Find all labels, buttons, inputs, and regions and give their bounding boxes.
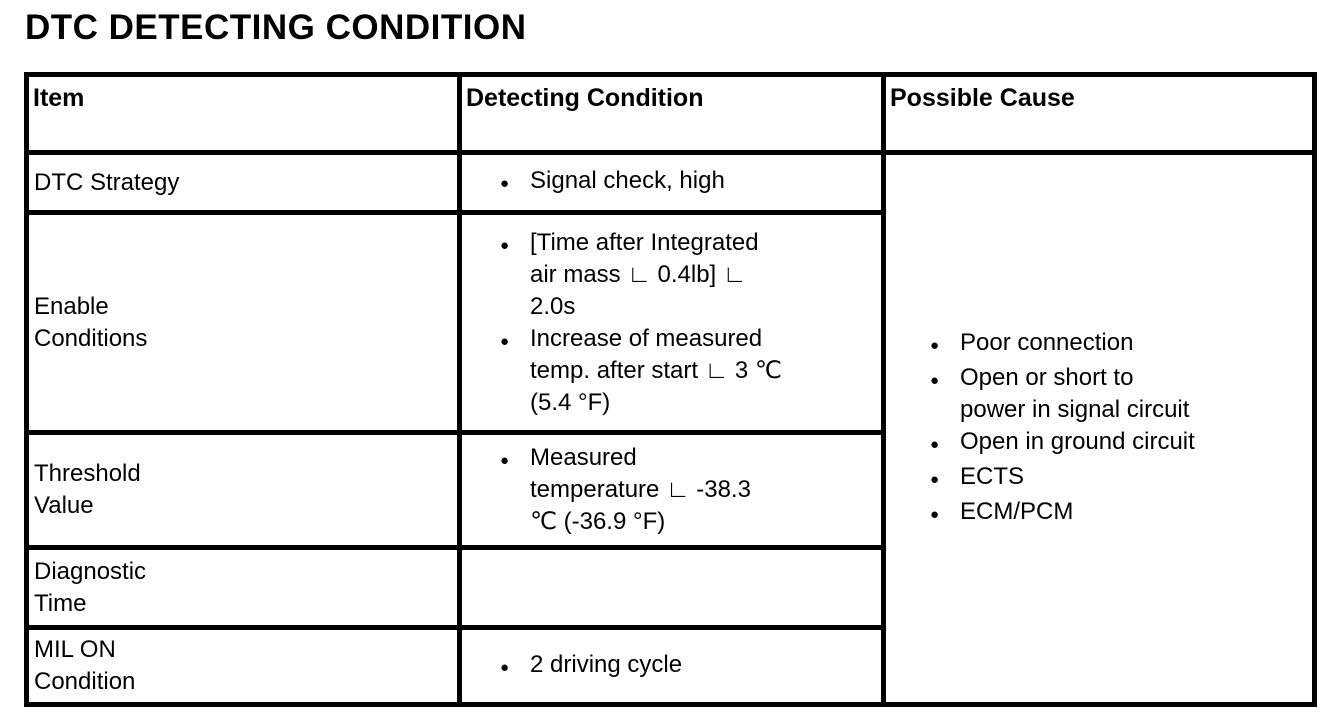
condition-cell-diagnostic-time bbox=[457, 545, 886, 630]
header-row: Item Detecting Condition Possible Cause bbox=[24, 72, 1317, 155]
item-label-threshold-value: Threshold Value bbox=[24, 430, 462, 550]
condition-list-item: Signal check, high bbox=[500, 165, 875, 200]
condition-list-item: Measured temperature ∟ -38.3 ℃ (-36.9 °F… bbox=[500, 442, 875, 538]
cause-list-item: Poor connection bbox=[930, 327, 1306, 362]
cause-text: Open or short to power in signal circuit bbox=[960, 363, 1190, 423]
bullet-icon bbox=[500, 649, 530, 684]
dtc-detecting-condition-table: Item Detecting Condition Possible Cause … bbox=[24, 72, 1317, 707]
cause-text: ECM/PCM bbox=[960, 497, 1074, 525]
cause-list-item: Open or short to power in signal circuit bbox=[930, 362, 1306, 426]
condition-cell-enable-conditions: [Time after Integrated air mass ∟ 0.4lb]… bbox=[457, 210, 886, 435]
cause-list-item: Open in ground circuit bbox=[930, 426, 1306, 461]
item-label-diagnostic-time: Diagnostic Time bbox=[24, 545, 462, 630]
bullet-icon bbox=[930, 426, 960, 461]
column-header-item: Item bbox=[24, 72, 462, 155]
table-row-mil-on-condition: MIL ON Condition 2 driving cycle bbox=[24, 625, 1315, 707]
column-header-detecting-condition: Detecting Condition bbox=[457, 72, 886, 155]
condition-text: Increase of measured temp. after start ∟… bbox=[530, 324, 782, 416]
bullet-icon bbox=[930, 362, 960, 426]
item-label-mil-on-condition: MIL ON Condition bbox=[24, 625, 462, 707]
table-row-dtc-strategy: DTC Strategy Signal check, high Poor con… bbox=[24, 150, 1317, 707]
condition-text: [Time after Integrated air mass ∟ 0.4lb]… bbox=[530, 228, 759, 320]
condition-cell-mil-on-condition: 2 driving cycle bbox=[457, 625, 886, 707]
bullet-icon bbox=[500, 323, 530, 419]
condition-text: 2 driving cycle bbox=[530, 650, 683, 678]
bullet-icon bbox=[930, 496, 960, 531]
condition-text: Measured temperature ∟ -38.3 ℃ (-36.9 °F… bbox=[530, 444, 751, 535]
cause-text: ECTS bbox=[960, 462, 1025, 490]
table-row-threshold-value: Threshold Value Measured temperature ∟ -… bbox=[24, 430, 1315, 550]
condition-cell-threshold-value: Measured temperature ∟ -38.3 ℃ (-36.9 °F… bbox=[457, 430, 886, 550]
cause-text: Open in ground circuit bbox=[960, 427, 1195, 455]
bullet-icon bbox=[930, 461, 960, 496]
item-label-enable-conditions: Enable Conditions bbox=[24, 210, 462, 435]
table-row-diagnostic-time: Diagnostic Time bbox=[24, 545, 1315, 630]
bullet-icon bbox=[500, 165, 530, 200]
condition-list-item: [Time after Integrated air mass ∟ 0.4lb]… bbox=[500, 227, 875, 323]
bullet-icon bbox=[930, 327, 960, 362]
cause-list-item: ECM/PCM bbox=[930, 496, 1306, 531]
condition-text: Signal check, high bbox=[530, 167, 725, 194]
bullet-icon bbox=[500, 227, 530, 323]
page-title: DTC DETECTING CONDITION bbox=[25, 8, 527, 47]
possible-cause-cell: Poor connection Open or short to power i… bbox=[881, 150, 1317, 707]
bullet-icon bbox=[500, 442, 530, 538]
column-header-possible-cause: Possible Cause bbox=[881, 72, 1317, 155]
condition-cell-dtc-strategy: Signal check, high bbox=[457, 150, 886, 215]
cause-text: Poor connection bbox=[960, 328, 1134, 356]
item-label-dtc-strategy: DTC Strategy bbox=[24, 150, 462, 215]
condition-list-item: Increase of measured temp. after start ∟… bbox=[500, 323, 875, 419]
condition-list-item: 2 driving cycle bbox=[500, 649, 875, 684]
table-row-enable-conditions: Enable Conditions [Time after Integrated… bbox=[24, 210, 1315, 435]
cause-list-item: ECTS bbox=[930, 461, 1306, 496]
